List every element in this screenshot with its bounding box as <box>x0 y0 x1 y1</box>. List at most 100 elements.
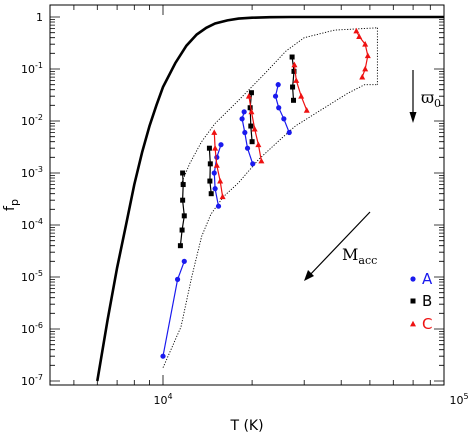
series-B-point-1 <box>180 182 186 188</box>
omega-label-sub: 0 <box>434 97 441 110</box>
y-tick-label-0-base: 1 <box>36 11 43 24</box>
series-B-point-9 <box>208 191 214 197</box>
series-A-point-5 <box>211 170 217 176</box>
x-tick-label-0-base: 10 <box>153 394 167 407</box>
series-B-point-8 <box>207 178 213 184</box>
series-A-point-1 <box>174 276 181 282</box>
series-A-point-10 <box>242 129 248 136</box>
series-B-point-4 <box>179 227 185 233</box>
series-C-point-19 <box>359 73 366 80</box>
series-C-point-14 <box>353 27 360 34</box>
axis-tick-marks <box>50 5 444 385</box>
y-tick-label-7-exp: -7 <box>35 373 43 382</box>
legend-marker-C <box>410 320 416 327</box>
series-A-point-8 <box>241 109 247 115</box>
macc-label-sub: acc <box>358 254 377 267</box>
y-tick-label-1-base: 10 <box>21 63 35 76</box>
y-axis-title-sub: p <box>8 199 21 206</box>
y-axis-title: fp <box>2 199 21 211</box>
legend-entry-C: C <box>410 315 432 333</box>
series-B-point-12 <box>248 123 254 129</box>
series-B-point-10 <box>248 90 254 96</box>
y-tick-label-3-base: 10 <box>21 167 35 180</box>
x-tick-label-1-base: 10 <box>449 394 463 407</box>
series-B-point-0 <box>180 170 186 176</box>
legend-marker-A <box>410 276 416 282</box>
y-tick-label-7: 10-7 <box>21 373 43 388</box>
y-tick-label-5-exp: -5 <box>35 269 43 278</box>
y-tick-label-4-base: 10 <box>21 219 35 232</box>
x-tick-label-1: 105 <box>449 392 468 407</box>
envelope-lower-dotted <box>162 84 378 368</box>
series-C-line-2 <box>293 64 308 111</box>
x-tick-label-0: 104 <box>153 392 172 407</box>
macc-label: Macc <box>342 245 377 267</box>
x-tick-label-0-exp: 4 <box>167 392 172 401</box>
series-C <box>211 27 371 200</box>
legend-label-B: B <box>422 292 432 310</box>
series-A-point-13 <box>275 82 281 88</box>
series-A-point-0 <box>160 353 166 359</box>
series-B-point-13 <box>249 139 255 145</box>
y-tick-label-2-base: 10 <box>21 115 35 128</box>
series-C-point-10 <box>291 61 298 68</box>
y-tick-label-1-exp: -1 <box>35 61 43 70</box>
y-tick-label-3-exp: -3 <box>35 165 43 174</box>
macc-arrow-head <box>304 270 314 281</box>
series-C-point-17 <box>364 52 371 59</box>
series-B-point-3 <box>181 213 187 219</box>
series-C-point-5 <box>245 92 252 99</box>
y-tick-label-6-base: 10 <box>21 323 35 336</box>
y-tick-label-5-base: 10 <box>21 271 35 284</box>
x-axis-title: T (K) <box>229 418 263 434</box>
legend-label-C: C <box>422 315 432 333</box>
series-C-point-11 <box>293 77 300 83</box>
series-A-point-17 <box>286 129 292 136</box>
series-C-point-18 <box>362 65 369 72</box>
series-B-line-2 <box>249 92 253 142</box>
legend-label-A: A <box>422 270 433 288</box>
curves-layer <box>96 15 444 382</box>
y-tick-label-7-base: 10 <box>21 375 35 388</box>
series-B-point-15 <box>291 68 297 74</box>
series-B-point-14 <box>289 54 295 60</box>
series-A <box>160 82 292 359</box>
legend: ABC <box>410 270 433 333</box>
series-C-point-3 <box>217 177 224 184</box>
series-A-point-16 <box>281 116 287 122</box>
y-tick-label-3: 10-3 <box>21 165 43 180</box>
series-C-point-12 <box>298 92 305 99</box>
series-B-point-17 <box>291 97 297 103</box>
series-C-point-16 <box>362 40 369 47</box>
series-B <box>177 54 297 249</box>
series-C-point-6 <box>248 108 255 115</box>
series-A-point-6 <box>212 186 218 192</box>
series-A-point-14 <box>272 93 279 99</box>
series-C-point-15 <box>356 33 363 39</box>
series-A-point-12 <box>250 161 256 167</box>
plot-frame <box>49 4 445 386</box>
macc-label-main: M <box>342 245 358 264</box>
series-A-point-4 <box>214 154 220 160</box>
x-tick-label-1-exp: 5 <box>463 392 468 401</box>
plot-area <box>96 15 444 382</box>
series-C-point-8 <box>255 141 262 148</box>
series-C-point-4 <box>219 193 226 200</box>
series-B-line-3 <box>291 56 295 101</box>
thick-curve <box>96 15 444 382</box>
y-tick-label-6-exp: -6 <box>35 321 43 330</box>
series-A-point-7 <box>215 203 222 209</box>
series-C-point-0 <box>211 129 218 135</box>
y-tick-label-0: 1 <box>36 11 43 24</box>
series-B-point-11 <box>247 105 253 111</box>
omega-arrow-head <box>409 112 417 123</box>
series-B-point-5 <box>177 243 183 249</box>
series-A-point-11 <box>244 145 251 151</box>
series-C-point-2 <box>213 162 220 168</box>
y-axis-title-main: f <box>2 205 18 211</box>
series-A-point-9 <box>239 116 245 122</box>
annotation-macc: Macc <box>304 211 377 281</box>
